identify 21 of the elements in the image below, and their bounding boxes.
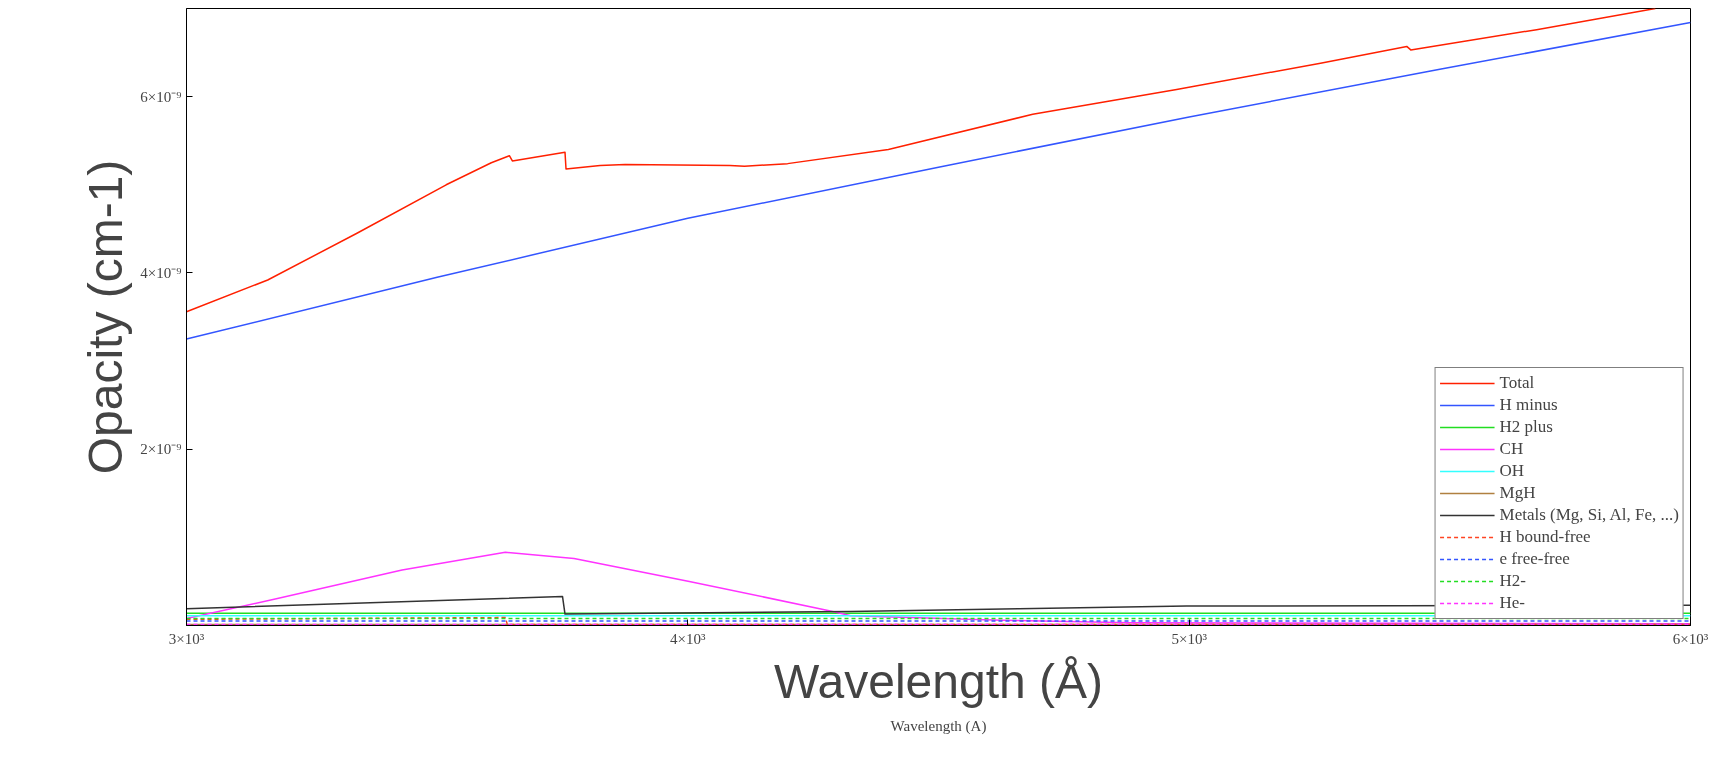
legend-label: H2 plus	[1499, 416, 1553, 438]
legend-label: H bound-free	[1499, 526, 1591, 548]
y-tick-label: 2×10⁻⁹	[140, 441, 182, 458]
legend-label: OH	[1499, 460, 1525, 482]
legend-label: He-	[1499, 592, 1526, 614]
legend-label: CH	[1499, 438, 1524, 460]
x-tick-label: 5×10³	[1171, 630, 1208, 647]
y-tick-label: 4×10⁻⁹	[140, 264, 182, 281]
legend-label: H2-	[1499, 570, 1526, 592]
x-tick-label: 4×10³	[670, 630, 707, 647]
legend-label: e free-free	[1499, 548, 1570, 570]
legend-label: Metals (Mg, Si, Al, Fe, ...)	[1499, 504, 1679, 526]
text: Wavelength (A)	[890, 717, 987, 735]
x-tick-label: 3×10³	[168, 630, 205, 647]
y-axis-title: Opacity (cm-1)	[79, 159, 133, 475]
legend-label: H minus	[1499, 394, 1558, 416]
legend-label: Total	[1499, 372, 1535, 394]
y-tick-label: 6×10⁻⁹	[140, 88, 182, 105]
x-axis-title: Wavelength (Å)	[773, 654, 1104, 708]
legend-label: MgH	[1499, 482, 1536, 504]
x-tick-label: 6×10³	[1672, 630, 1709, 647]
